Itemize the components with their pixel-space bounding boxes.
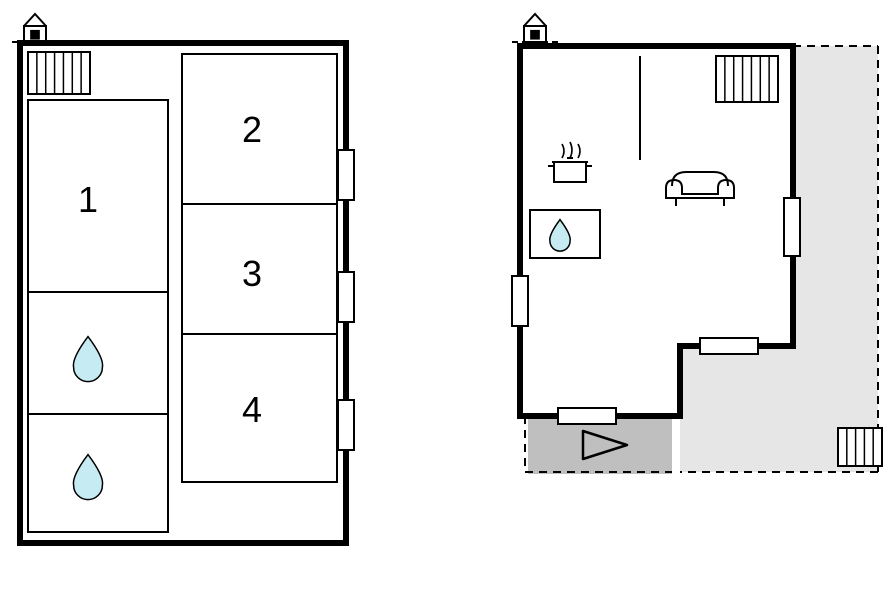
stairs-right bbox=[716, 56, 778, 102]
room-label-4: 4 bbox=[242, 389, 262, 430]
chimney-icon bbox=[512, 14, 558, 42]
chimney-icon bbox=[12, 14, 58, 42]
sofa-icon bbox=[666, 172, 734, 206]
room-4: 4 bbox=[182, 334, 337, 482]
window-icon bbox=[512, 276, 528, 326]
window-icon bbox=[700, 338, 758, 354]
window-icon bbox=[338, 150, 354, 200]
window-icon bbox=[784, 198, 800, 256]
room-wet1 bbox=[28, 292, 168, 414]
cookpot-icon bbox=[548, 142, 592, 182]
room-1: 1 bbox=[28, 100, 168, 292]
room-wet2 bbox=[28, 414, 168, 532]
room-label-1: 1 bbox=[78, 179, 98, 220]
stairs-outside bbox=[838, 428, 882, 466]
window-icon bbox=[558, 408, 616, 424]
extension-area bbox=[680, 46, 878, 472]
room-2: 2 bbox=[182, 54, 337, 204]
window-icon bbox=[338, 272, 354, 322]
window-icon bbox=[338, 400, 354, 450]
room-label-3: 3 bbox=[242, 253, 262, 294]
stairs-left bbox=[28, 52, 90, 94]
room-3: 3 bbox=[182, 204, 337, 334]
room-label-2: 2 bbox=[242, 109, 262, 150]
